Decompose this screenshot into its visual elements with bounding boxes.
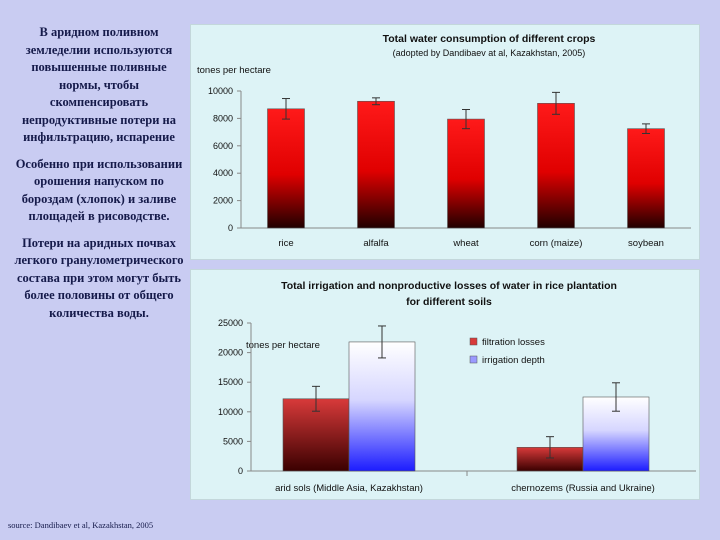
chart2-category-label: chernozems (Russia and Ukraine) bbox=[511, 483, 655, 494]
crop-consumption-chart: Total water consumption of different cro… bbox=[197, 33, 691, 249]
chart1-title: Total water consumption of different cro… bbox=[383, 33, 596, 45]
chart1-bar-3 bbox=[537, 103, 575, 229]
legend-swatch-filtration bbox=[469, 337, 478, 346]
legend-swatch-irrigation bbox=[469, 355, 478, 364]
crop-consumption-chart-panel: Total water consumption of different cro… bbox=[190, 24, 700, 260]
chart1-bar-1 bbox=[357, 100, 395, 229]
chart1-ytick-label: 8000 bbox=[213, 113, 233, 123]
chart1-category-label: soybean bbox=[628, 238, 664, 249]
chart1-bar-4 bbox=[627, 128, 665, 229]
chart2-ylabel: tones per hectare bbox=[246, 340, 320, 351]
chart2-legend: filtration losses irrigation depth bbox=[469, 337, 545, 366]
chart1-subtitle: (adopted by Dandibaev at al, Kazakhstan,… bbox=[393, 48, 586, 58]
chart1-ytick-label: 10000 bbox=[208, 86, 233, 96]
chart2-ytick-label: 0 bbox=[238, 466, 243, 476]
chart1-category-label: wheat bbox=[452, 238, 479, 249]
chart1-ytick-label: 2000 bbox=[213, 196, 233, 206]
rice-losses-chart: Total irrigation and nonproductive losse… bbox=[218, 280, 696, 494]
chart1-bar-0 bbox=[267, 108, 305, 229]
chart1-category-label: alfalfa bbox=[363, 238, 389, 249]
chart2-ytick-label: 20000 bbox=[218, 348, 243, 358]
chart1-bar-2 bbox=[447, 118, 485, 229]
paragraph-1: В аридном поливном земледелии используют… bbox=[21, 25, 176, 144]
legend-label-irrigation: irrigation depth bbox=[482, 355, 545, 366]
legend-label-filtration: filtration losses bbox=[482, 337, 545, 348]
chart2-ytick-label: 10000 bbox=[218, 407, 243, 417]
chart1-ytick-label: 0 bbox=[228, 223, 233, 233]
chart2-title: Total irrigation and nonproductive losse… bbox=[281, 280, 617, 292]
source-note: source: Dandibaev et al, Kazakhstan, 200… bbox=[8, 520, 154, 530]
chart2-ytick-label: 15000 bbox=[218, 377, 243, 387]
paragraph-3: Потери на аридных почвах легкого грануло… bbox=[14, 235, 184, 320]
paragraph-2: Особенно при использовании орошения напу… bbox=[15, 156, 183, 224]
chart1-ylabel: tones per hectare bbox=[197, 65, 271, 76]
chart2-subtitle: for different soils bbox=[406, 296, 492, 308]
chart2-category-label: arid sols (Middle Asia, Kazakhstan) bbox=[275, 483, 423, 494]
chart1-category-label: rice bbox=[278, 238, 293, 249]
description-text: В аридном поливном земледелии используют… bbox=[14, 24, 184, 331]
chart2-ytick-label: 5000 bbox=[223, 436, 243, 446]
chart2-ytick-label: 25000 bbox=[218, 318, 243, 328]
chart1-ytick-label: 4000 bbox=[213, 168, 233, 178]
rice-losses-chart-panel: Total irrigation and nonproductive losse… bbox=[190, 269, 700, 500]
chart1-category-label: corn (maize) bbox=[530, 238, 583, 249]
chart1-ytick-label: 6000 bbox=[213, 141, 233, 151]
chart2-bar-s1-c0 bbox=[348, 341, 416, 472]
